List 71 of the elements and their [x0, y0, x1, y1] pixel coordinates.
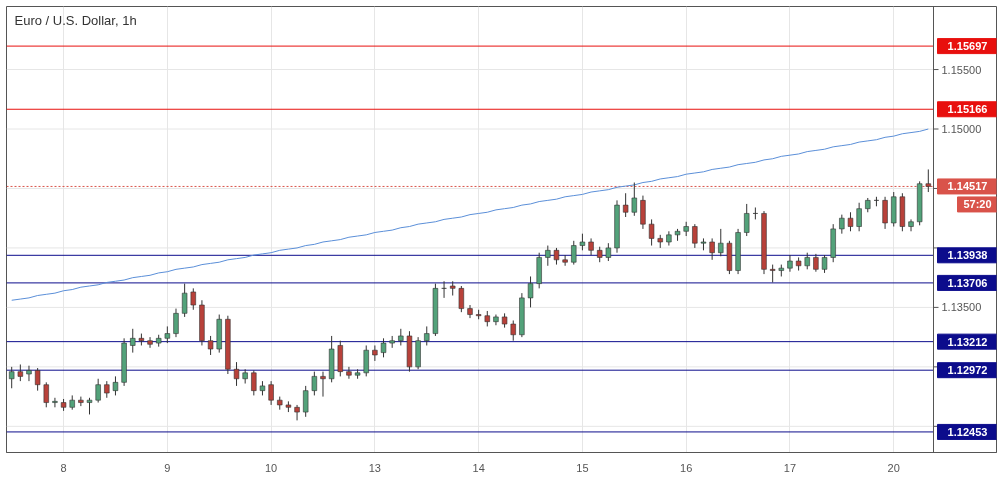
candlestick: [9, 366, 15, 389]
candlestick: [718, 228, 724, 257]
x-tick-label: 10: [264, 461, 278, 474]
candlestick: [856, 202, 862, 232]
candlestick: [744, 203, 750, 237]
candlestick: [190, 287, 196, 311]
candlestick: [34, 367, 41, 392]
ref-line-label: 1.12453: [947, 425, 988, 438]
candlestick: [562, 254, 568, 267]
x-tick-label: 16: [680, 461, 693, 474]
x-tick-label: 17: [783, 461, 797, 474]
x-tick-label: 13: [368, 461, 382, 474]
candlestick: [95, 378, 101, 404]
candlestick: [847, 211, 854, 232]
candlestick: [112, 375, 119, 396]
candlestick: [839, 214, 845, 235]
ref-line-label: 1.13706: [947, 276, 988, 289]
y-tick-label: 1.15500: [941, 63, 982, 76]
y-tick-label: 1.13500: [941, 301, 982, 314]
ref-line-label: 1.14517: [947, 180, 988, 193]
candlestick: [424, 325, 430, 346]
candlestick: [294, 404, 300, 421]
y-tick-label: 1.15000: [941, 123, 982, 135]
candlestick: [787, 254, 793, 273]
candlestick: [709, 237, 715, 261]
candlestick: [640, 195, 646, 230]
candlestick: [78, 396, 84, 407]
x-tick-label: 20: [887, 461, 900, 474]
candlestick: [346, 366, 352, 380]
candlestick: [181, 283, 188, 318]
candlestick: [320, 371, 326, 398]
x-tick-label: 15: [576, 461, 589, 474]
ref-line-label: 1.12972: [947, 364, 988, 377]
x-tick-label: 8: [60, 461, 67, 474]
candlestick: [147, 336, 153, 349]
candlestick: [303, 385, 309, 418]
x-tick-label: 14: [472, 461, 485, 474]
candlestick: [648, 218, 655, 247]
candlestick: [622, 192, 629, 218]
candlestick: [233, 361, 240, 387]
text: 57:20: [963, 198, 992, 211]
ref-line-label: 1.13938: [947, 249, 988, 262]
ref-line-label: 1.15697: [947, 40, 988, 53]
candlestick: [311, 371, 318, 396]
candlestick: [925, 168, 931, 193]
candlestick: [173, 308, 179, 338]
candlestick: [882, 196, 888, 230]
candlestick: [372, 344, 378, 362]
candlestick: [363, 344, 369, 377]
candlestick: [692, 223, 698, 249]
candlestick: [52, 397, 58, 408]
candlestick: [527, 275, 534, 308]
candlestick: [207, 335, 214, 356]
x-tick-label: 9: [164, 461, 171, 474]
candlestick: [130, 328, 136, 354]
candlestick: [268, 380, 274, 406]
candlestick: [380, 337, 387, 358]
ref-line-label: 1.15166: [947, 103, 988, 116]
candlestick: [467, 304, 473, 319]
ref-line-label: 1.13212: [947, 335, 988, 348]
candlestick: [571, 240, 577, 266]
text: Euro / U.S. Dollar, 1h: [14, 13, 137, 28]
candlestick: [43, 381, 49, 408]
line-series: [11, 128, 929, 301]
candlestick: [26, 365, 32, 382]
candlestick: [545, 245, 551, 267]
candlestick: [908, 218, 914, 232]
candlestick: [251, 369, 257, 396]
candlestick: [458, 285, 465, 313]
candlestick: [510, 319, 516, 342]
candlestick: [631, 182, 637, 217]
